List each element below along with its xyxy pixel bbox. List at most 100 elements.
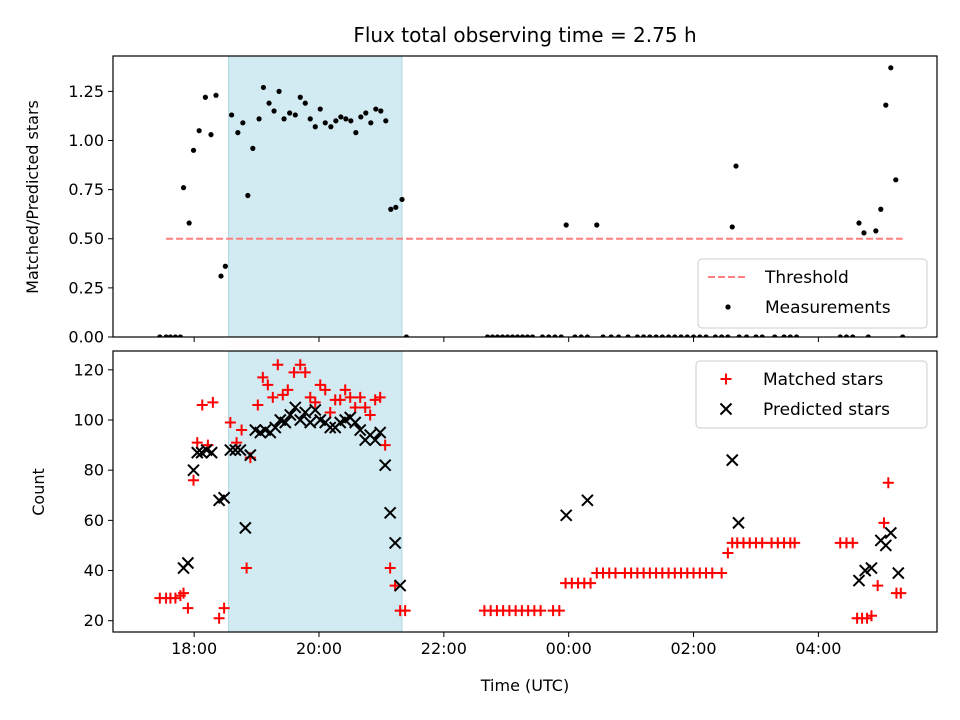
predicted-star-point xyxy=(879,539,893,552)
top-y-axis-label: Matched/Predicted stars xyxy=(23,100,42,294)
measurement-point xyxy=(584,334,591,337)
measurement-point xyxy=(837,334,843,337)
measurement-point xyxy=(348,118,354,124)
predicted-star-point xyxy=(348,416,362,429)
predicted-star-point xyxy=(559,509,573,522)
measurement-point xyxy=(600,334,606,337)
predicted-star-point xyxy=(217,491,231,504)
measurement-point xyxy=(563,222,569,228)
measurement-point xyxy=(190,147,197,153)
measurement-point xyxy=(653,334,659,337)
x-tick-label: 00:00 xyxy=(546,639,592,658)
measurement-point xyxy=(484,334,491,337)
matched-star-point xyxy=(339,384,351,396)
measurement-point xyxy=(489,334,496,337)
matched-star-point xyxy=(288,366,300,378)
predicted-star-point xyxy=(239,521,252,535)
matched-star-point xyxy=(789,537,801,549)
matched-star-point xyxy=(272,359,284,371)
measurement-point xyxy=(793,334,800,337)
measurement-point xyxy=(733,163,739,169)
matched-star-point xyxy=(241,562,253,574)
matched-stars-legend-swatch xyxy=(720,373,732,385)
predicted-star-point xyxy=(187,463,200,477)
matched-star-point xyxy=(191,437,203,449)
bottom-legend-box xyxy=(695,360,928,429)
predicted-star-point xyxy=(279,416,292,429)
predicted-star-point xyxy=(852,574,866,587)
matched-star-point xyxy=(178,587,190,599)
measurement-point xyxy=(229,112,235,118)
matched-star-point xyxy=(384,562,396,574)
measurement-point xyxy=(843,334,850,337)
measurement-point xyxy=(399,196,405,203)
predicted-star-point xyxy=(324,421,337,434)
measurement-point xyxy=(180,185,187,191)
matched-star-point xyxy=(319,384,331,396)
measurement-point xyxy=(167,334,174,337)
measurement-point xyxy=(524,334,531,337)
bottom-legend: Matched stars Predicted stars xyxy=(695,360,928,429)
measurement-point xyxy=(712,334,718,337)
bottom-y-axis-label: Count xyxy=(29,468,48,516)
measurement-point xyxy=(328,124,334,130)
measurement-point xyxy=(157,334,163,337)
matched-star-point xyxy=(236,424,248,436)
measurement-point xyxy=(744,334,750,337)
measurement-point xyxy=(641,334,647,337)
x-tick-label: 20:00 xyxy=(296,639,342,658)
predicted-star-point xyxy=(181,556,195,570)
x-axis-label: Time (UTC) xyxy=(480,676,569,695)
matched-star-point xyxy=(344,391,356,403)
matched-stars-legend-label: Matched stars xyxy=(763,370,883,390)
predicted-stars-legend-label: Predicted stars xyxy=(763,400,890,420)
measurement-point xyxy=(363,110,369,116)
bottom-panel: 18:00 20:00 22:00 00:00 02:00 04:00 20 40 60 80 10… xyxy=(73,350,938,658)
measurement-point xyxy=(494,334,501,337)
matched-star-point xyxy=(314,379,326,391)
measurement-point xyxy=(659,334,665,337)
measurement-point xyxy=(393,204,399,210)
measurement-point xyxy=(163,334,169,337)
predicted-star-point xyxy=(224,443,237,457)
measurement-point xyxy=(271,108,277,114)
matched-star-point xyxy=(282,384,294,396)
matched-star-point xyxy=(294,359,306,371)
predicted-star-point xyxy=(373,426,387,439)
measurements-legend-swatch xyxy=(725,304,731,310)
measurement-point xyxy=(213,92,219,98)
measurement-point xyxy=(172,334,179,337)
matched-star-point xyxy=(309,396,321,408)
predicted-star-point xyxy=(269,421,282,434)
top-panel: 0.00 0.25 0.50 0.75 1.00 1.25 Threshold Measure… xyxy=(68,55,938,347)
top-y-tick-label: 0.25 xyxy=(68,278,104,297)
measurement-point xyxy=(338,114,344,120)
predicted-star-point xyxy=(289,401,302,414)
matched-star-point xyxy=(324,406,336,418)
measurement-point xyxy=(281,116,287,122)
predicted-star-point xyxy=(865,561,878,575)
predicted-star-point xyxy=(229,443,242,457)
measurement-point xyxy=(578,334,584,337)
matched-star-point xyxy=(882,477,894,489)
matched-star-point xyxy=(182,602,194,614)
measurement-point xyxy=(312,124,318,130)
measurement-point xyxy=(307,116,313,122)
measurement-point xyxy=(302,100,308,106)
matched-star-point xyxy=(257,371,269,383)
measurement-point xyxy=(781,334,787,337)
predicted-star-point xyxy=(378,458,392,472)
measurement-point xyxy=(333,118,339,124)
top-legend-box xyxy=(697,258,928,329)
top-y-tick-label: 0.00 xyxy=(68,328,104,347)
predicted-star-point xyxy=(294,413,307,427)
measurement-point xyxy=(697,334,703,337)
bottom-y-tick-label: 60 xyxy=(84,511,104,530)
predicted-star-point xyxy=(284,408,297,422)
matched-star-point xyxy=(359,401,371,413)
x-tick-label: 04:00 xyxy=(795,639,841,658)
measurement-point xyxy=(678,334,684,337)
measurement-point xyxy=(514,334,521,337)
measurement-point xyxy=(519,334,526,337)
measurement-point xyxy=(729,224,735,230)
